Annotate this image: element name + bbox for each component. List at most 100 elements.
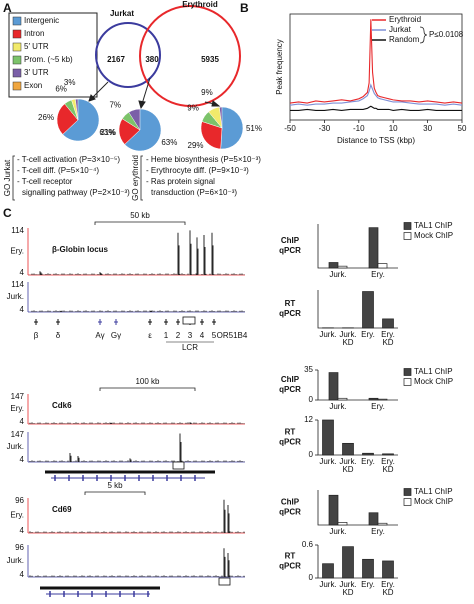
x-tick-label: Jurk. <box>319 580 336 589</box>
legend-label: 5′ UTR <box>24 42 49 51</box>
x-tick-label: Ery. <box>371 527 385 536</box>
track-max: 147 <box>11 430 25 439</box>
track-label: Ery. <box>10 511 24 520</box>
locus-name: β-Globin locus <box>52 245 109 254</box>
legend-swatch <box>403 378 412 386</box>
track-signal <box>29 433 245 462</box>
scale-label: 100 kb <box>135 377 160 386</box>
legend-swatch <box>12 81 22 91</box>
panel-label: C <box>3 206 12 220</box>
peak-box <box>172 461 185 470</box>
legend-swatch <box>12 68 22 78</box>
gene-label: Aγ <box>95 331 104 340</box>
pie-label: 63% <box>161 138 177 147</box>
plot-frame <box>289 13 463 121</box>
chart-ylabel: qPCR <box>279 562 301 571</box>
scale-bar <box>99 387 196 391</box>
bar <box>328 262 339 269</box>
gene-mark <box>148 319 152 325</box>
bar <box>377 522 388 526</box>
gene-label: LCR <box>182 343 198 352</box>
y-tick-label: 12 <box>304 415 313 424</box>
venn-count: 2167 <box>107 55 125 64</box>
legend-swatch <box>12 29 22 39</box>
legend-swatch <box>12 16 22 26</box>
go-term: - Erythrocyte diff. (P=9×10⁻³) <box>146 166 249 175</box>
go-term: - T-cell diff. (P=5×10⁻⁴) <box>17 166 99 175</box>
gene-label: 4 <box>200 331 205 340</box>
x-tick-label: Jurk. <box>329 402 346 411</box>
track-min: 4 <box>20 268 25 277</box>
pie-label: 29% <box>188 141 204 150</box>
go-term: - Heme biosynthesis (P=5×10⁻³) <box>146 155 261 164</box>
bar <box>382 318 394 329</box>
scale-label: 50 kb <box>130 211 150 220</box>
chart-ylabel: ChIP <box>281 236 300 245</box>
x-tick-label: Ery. <box>381 457 395 466</box>
legend-swatch <box>403 232 412 240</box>
chart-ylabel: RT <box>285 552 296 561</box>
pie-slice <box>208 106 223 129</box>
bar <box>322 563 334 579</box>
pie-slice <box>200 121 223 150</box>
panel-label: B <box>240 1 249 15</box>
legend-swatch <box>403 368 412 376</box>
venn-erythroid <box>139 5 241 107</box>
bar <box>377 263 388 269</box>
venn-label: Erythroid <box>182 0 218 9</box>
gene-label: 2 <box>176 331 181 340</box>
x-tick-label: Jurk. <box>329 270 346 279</box>
chart-ylabel: ChIP <box>281 375 300 384</box>
x-tick-label: 50 <box>458 124 467 133</box>
legend-swatch <box>403 498 412 506</box>
gene-label: δ <box>56 331 61 340</box>
y-axis-label: Peak frequency <box>275 39 284 95</box>
bar <box>377 398 388 401</box>
line-series <box>290 105 462 112</box>
go-term: signalling pathway (P=2×10⁻³) <box>22 188 130 197</box>
go-title: GO Jurkat <box>3 159 12 196</box>
x-tick-label: -10 <box>353 124 365 133</box>
x-tick-label: Ery. <box>371 402 385 411</box>
bar <box>362 291 374 329</box>
gene-mark <box>56 319 60 325</box>
x-tick-label: Jurk. <box>339 457 356 466</box>
go-bracket <box>140 155 143 201</box>
legend-label: Erythroid <box>389 15 421 24</box>
legend-swatch <box>12 55 22 65</box>
gene-mark <box>114 319 118 325</box>
track-min: 4 <box>20 570 25 579</box>
scale-bar <box>84 491 146 495</box>
pie-label: 9% <box>187 103 199 112</box>
x-tick-label: Jurk. <box>339 580 356 589</box>
x-tick-label: Ery. <box>371 270 385 279</box>
chart-ylabel: ChIP <box>281 498 300 507</box>
x-tick-label: -30 <box>319 124 331 133</box>
track-max: 147 <box>11 392 25 401</box>
pie-label: 9% <box>201 88 213 97</box>
legend-label: Exon <box>24 81 42 90</box>
track-max: 114 <box>11 226 24 235</box>
line-series <box>289 19 463 104</box>
track-label: Ery. <box>10 404 24 413</box>
x-tick-label: Jurk. <box>329 527 346 536</box>
x-tick-label: Ery. <box>361 330 375 339</box>
venn-jurkat <box>95 22 161 88</box>
x-tick-label: KD <box>382 338 393 347</box>
y-tick-label: 0 <box>309 450 314 459</box>
x-tick-label: KD <box>342 588 353 597</box>
pie-label: 6% <box>55 84 67 93</box>
locus-name: Cd69 <box>52 505 72 514</box>
go-term: - T-cell receptor <box>17 177 73 186</box>
track-max: 96 <box>15 543 24 552</box>
x-tick-label: KD <box>342 465 353 474</box>
legend-label: TAL1 ChIP <box>414 221 453 230</box>
go-term: - Ras protein signal <box>146 177 215 186</box>
pie-slice <box>220 106 244 150</box>
legend-label: TAL1 ChIP <box>414 487 453 496</box>
legend-label: Jurkat <box>389 25 412 34</box>
x-tick-label: Jurk. <box>319 330 336 339</box>
x-axis-label: Distance to TSS (kbp) <box>337 136 415 145</box>
track-signal <box>29 422 245 424</box>
